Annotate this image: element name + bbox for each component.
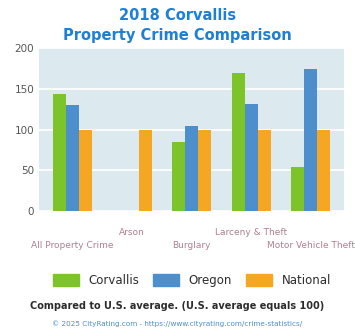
Bar	[317, 130, 331, 211]
Text: 2018 Corvallis: 2018 Corvallis	[119, 8, 236, 23]
Bar	[172, 142, 185, 211]
Bar	[185, 126, 198, 211]
Legend: Corvallis, Oregon, National: Corvallis, Oregon, National	[48, 269, 335, 292]
Bar	[304, 69, 317, 211]
Bar	[139, 130, 152, 211]
Text: Compared to U.S. average. (U.S. average equals 100): Compared to U.S. average. (U.S. average …	[31, 301, 324, 311]
Bar	[245, 104, 258, 211]
Bar	[53, 94, 66, 211]
Text: Property Crime Comparison: Property Crime Comparison	[63, 28, 292, 43]
Bar	[291, 167, 304, 211]
Bar	[79, 130, 92, 211]
Bar	[231, 73, 245, 211]
Text: Motor Vehicle Theft: Motor Vehicle Theft	[267, 241, 355, 249]
Bar	[258, 130, 271, 211]
Bar	[66, 105, 79, 211]
Text: Burglary: Burglary	[173, 241, 211, 249]
Bar	[198, 130, 211, 211]
Text: Larceny & Theft: Larceny & Theft	[215, 228, 287, 237]
Text: Arson: Arson	[119, 228, 145, 237]
Text: © 2025 CityRating.com - https://www.cityrating.com/crime-statistics/: © 2025 CityRating.com - https://www.city…	[53, 321, 302, 327]
Text: All Property Crime: All Property Crime	[31, 241, 114, 249]
